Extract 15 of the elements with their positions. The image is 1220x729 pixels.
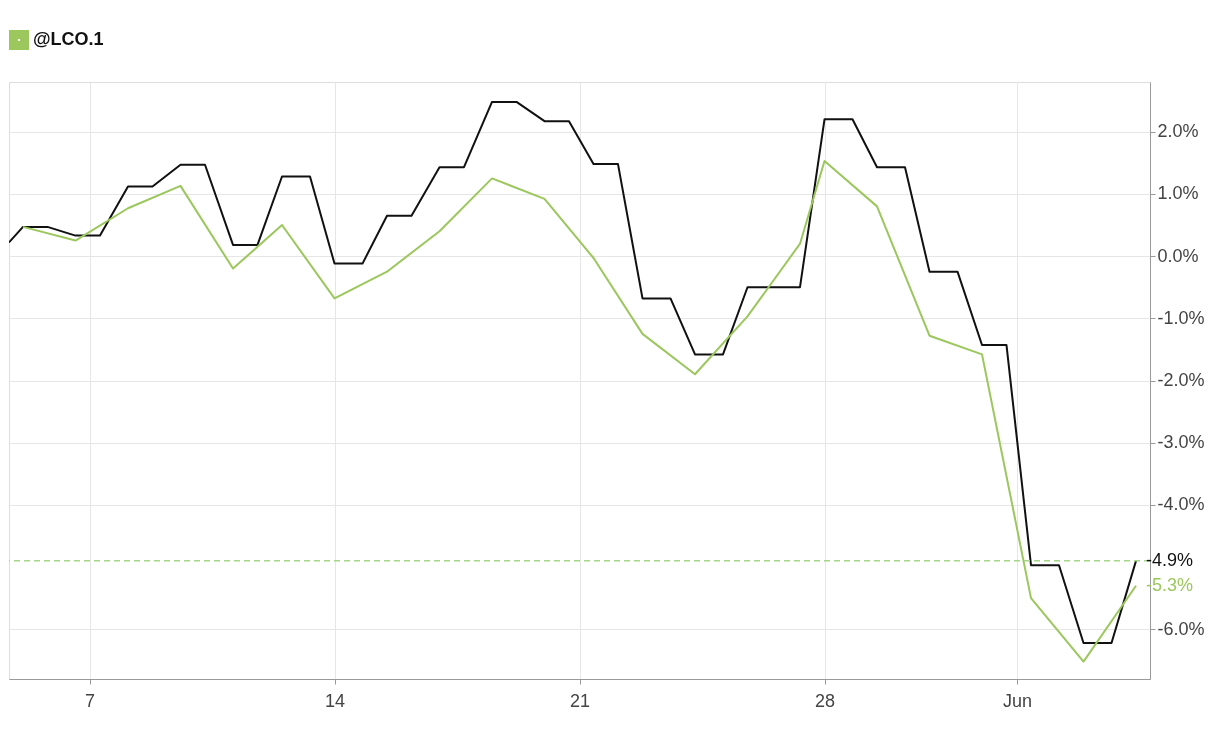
y-tick-label: -4.0% [1157, 494, 1205, 515]
annotation: -4.9% [1146, 549, 1194, 570]
y-tick-label: 1.0% [1157, 183, 1199, 204]
legend-label: @LCO.1 [33, 29, 104, 49]
x-tick-label: 14 [324, 690, 346, 711]
x-tick-label: 7 [84, 690, 96, 711]
y-tick-label: -2.0% [1157, 370, 1205, 390]
y-tick-label: -1.0% [1157, 307, 1205, 328]
y-tick-label: 0.0% [1157, 245, 1199, 266]
x-tick-label: 28 [814, 690, 836, 711]
y-tick-label: -6.0% [1157, 618, 1205, 639]
y-tick-label: 2.0% [1157, 121, 1199, 142]
x-tick-label: Jun [1002, 690, 1033, 711]
y-tick-label: -3.0% [1157, 432, 1205, 453]
x-tick-label: 21 [569, 690, 591, 711]
